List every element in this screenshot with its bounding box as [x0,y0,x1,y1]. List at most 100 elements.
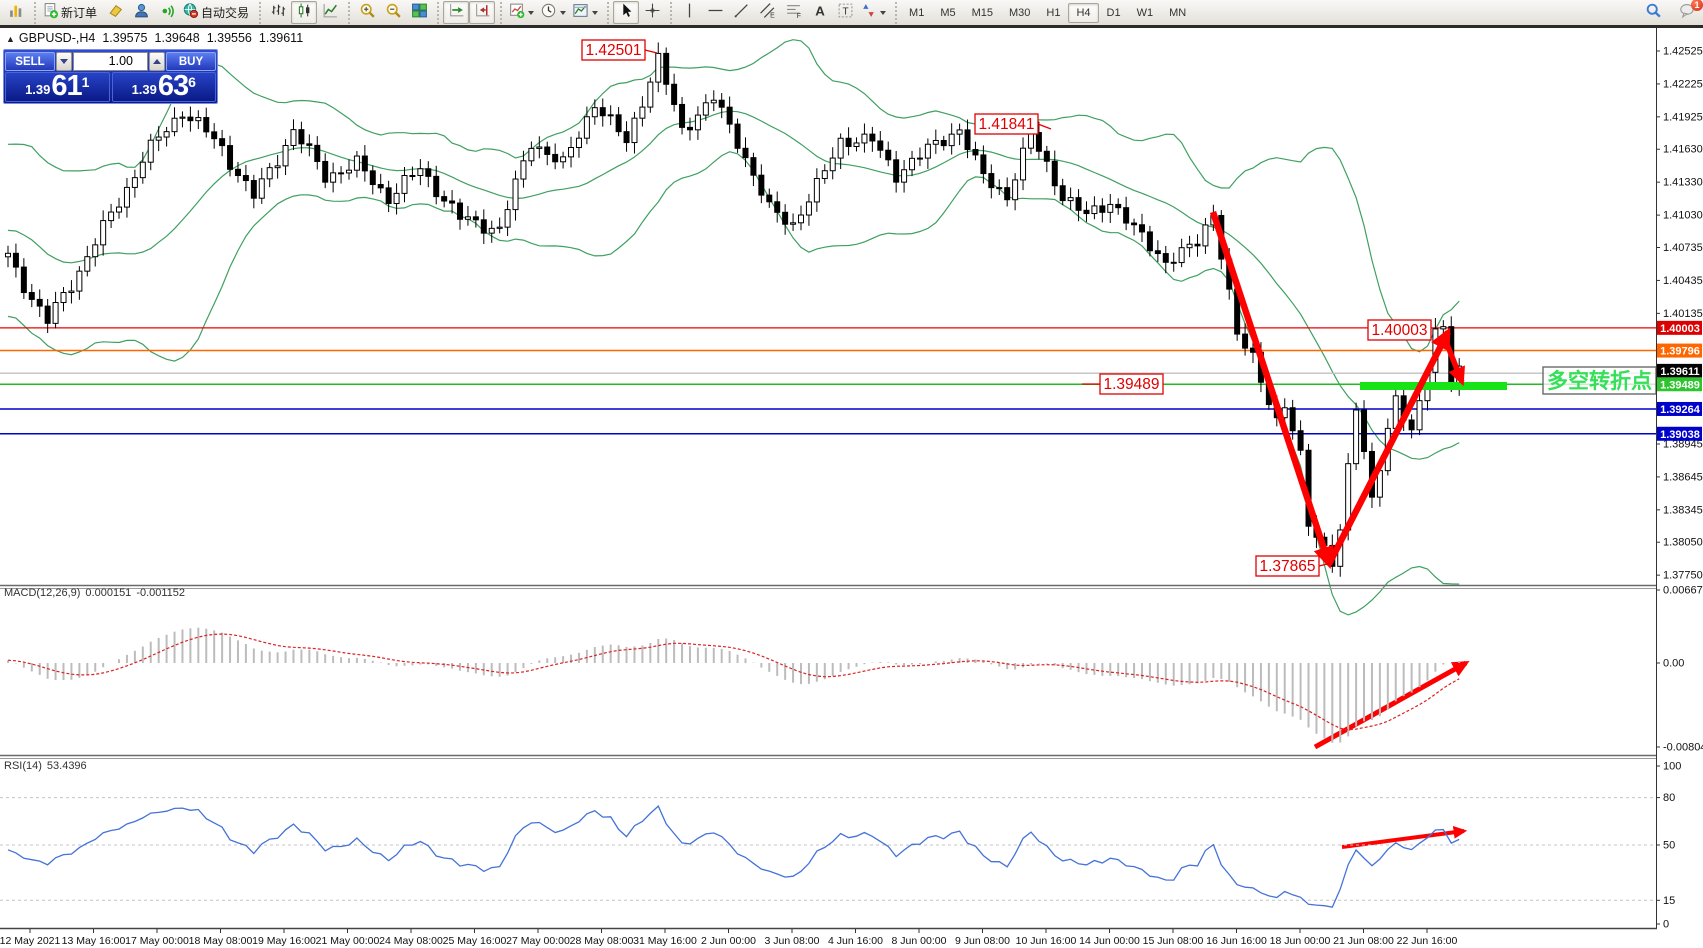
svg-text:18 Jun 00:00: 18 Jun 00:00 [1270,935,1331,947]
bull-bear-turning-point-note[interactable]: 多空转折点 [1542,366,1657,395]
auto-scroll-button[interactable] [443,1,470,24]
svg-text:1.37750: 1.37750 [1663,570,1703,582]
macd-label: MACD(12,26,9) 0.000151 -0.001152 [4,587,186,599]
chart-canvas[interactable]: 1.42501 1.41841 1.40003 1.39489 1.37865 多空转折点… [0,28,1703,948]
buy-price-display: 1.39 63 6 [111,72,216,102]
svg-text:100: 100 [1663,761,1681,773]
timeframe-W1[interactable]: W1 [1136,6,1154,19]
timeframe-M1[interactable]: M1 [909,6,925,19]
zoom-out-button[interactable] [380,1,406,24]
svg-text:15: 15 [1663,895,1675,907]
svg-text:1.42225: 1.42225 [1663,78,1703,90]
volume-decrease-button[interactable] [56,51,72,71]
svg-text:3 Jun 08:00: 3 Jun 08:00 [765,935,820,947]
svg-text:21 May 00:00: 21 May 00:00 [316,935,380,947]
bars-icon [270,2,287,24]
equidistant-channel-button[interactable]: E [754,1,780,24]
ohlc-high: 1.39648 [154,31,200,45]
candlestick-chart-button[interactable] [291,1,318,24]
zoomin-icon [359,2,376,24]
green-highlight-zone[interactable] [1360,382,1507,390]
timeframe-M5[interactable]: M5 [940,6,956,19]
text-label-button[interactable]: T [832,1,858,24]
svg-text:1.41630: 1.41630 [1663,144,1703,156]
svg-text:1.39611: 1.39611 [1660,366,1699,378]
timeframe-H4[interactable]: H4 [1068,2,1099,23]
new-order-button[interactable]: 新订单 [40,1,102,24]
svg-text:13 May 16:00: 13 May 16:00 [62,935,126,947]
crosshair-icon [644,2,661,24]
rsi-panel [0,797,1656,908]
horizontal-line-button[interactable] [702,1,728,24]
template-icon [572,2,589,24]
neworder-icon [42,2,59,24]
sell-price-prefix: 1.39 [25,82,51,97]
trend-arrows[interactable] [1209,210,1470,849]
price-annotations[interactable]: 1.42501 1.41841 1.40003 1.39489 1.37865 [581,39,1432,577]
time-scale[interactable]: 12 May 2021 13 May 16:00 17 May 00:00 18 Ma… [0,929,1458,947]
notifications-button[interactable]: 1 [1674,0,1703,24]
line-chart-button[interactable] [317,1,343,24]
chartshift-icon [474,2,491,24]
volume-input[interactable] [73,51,148,71]
svg-text:1.39264: 1.39264 [1660,404,1701,416]
svg-text:0.00: 0.00 [1663,658,1684,670]
cursor-button[interactable] [613,1,640,24]
svg-text:A: A [815,3,825,18]
broadcast-icon [159,2,176,24]
periods-button[interactable] [538,1,570,24]
one-click-trading-panel: SELL BUY 1.39 61 1 1.39 63 6 [3,49,218,104]
autotrade-button[interactable]: 自动交易 [180,1,254,24]
svg-text:15 Jun 08:00: 15 Jun 08:00 [1143,935,1204,947]
search-button[interactable] [1640,1,1666,24]
trend-icon [733,2,750,24]
svg-text:1.40135: 1.40135 [1663,308,1703,320]
svg-text:8 Jun 00:00: 8 Jun 00:00 [892,935,947,947]
toolbar-separator [31,1,38,24]
channel-icon: E [759,2,776,24]
eraser-icon [107,2,124,24]
trendline-button[interactable] [728,1,754,24]
timeframe-MN[interactable]: MN [1169,6,1187,19]
svg-text:1.40435: 1.40435 [1663,275,1703,287]
buy-button[interactable]: BUY [166,51,216,71]
timeframe-H1[interactable]: H1 [1046,6,1061,19]
svg-text:25 May 16:00: 25 May 16:00 [443,935,507,947]
volume-increase-button[interactable] [149,51,165,71]
fibonacci-button[interactable]: F [780,1,806,24]
price-scale[interactable]: 1.42525 1.42225 1.41925 1.41630 1.41330 1.410… [1656,28,1703,948]
svg-text:50: 50 [1663,840,1675,852]
eraser-button[interactable] [102,1,128,24]
tile-windows-button[interactable] [406,1,432,24]
svg-text:T: T [842,6,848,17]
profile-button[interactable] [128,1,154,24]
toolbar-separator [256,1,264,24]
svg-text:16 Jun 16:00: 16 Jun 16:00 [1206,935,1267,947]
crosshair-button[interactable] [639,1,665,24]
svg-text:28 May 08:00: 28 May 08:00 [570,935,634,947]
svg-text:1.38645: 1.38645 [1663,471,1703,483]
timeframe-M30[interactable]: M30 [1009,6,1031,19]
indicators-button[interactable] [506,1,538,24]
sell-button[interactable]: SELL [5,51,55,71]
autoscroll-icon [448,2,465,24]
fibo-icon: F [785,2,802,24]
broadcast-button[interactable] [154,1,180,24]
collapse-panel-arrow[interactable]: ▲ [6,34,15,44]
svg-text:19 May 16:00: 19 May 16:00 [252,935,316,947]
toolbar-separator [604,1,612,24]
svg-text:4 Jun 16:00: 4 Jun 16:00 [828,935,883,947]
svg-text:10 Jun 16:00: 10 Jun 16:00 [1016,935,1077,947]
bar-chart-button[interactable] [265,1,291,24]
timeframe-M15[interactable]: M15 [971,6,993,19]
triangle-up-icon [153,58,161,64]
templates-button[interactable] [570,1,602,24]
vertical-line-button[interactable] [676,1,702,24]
svg-text:1.42501: 1.42501 [585,42,641,59]
svg-text:1.41925: 1.41925 [1663,111,1703,123]
chart-shift-button[interactable] [469,1,496,24]
arrows-tool-button[interactable] [858,1,890,24]
text-button[interactable]: A [806,1,832,24]
timeframe-D1[interactable]: D1 [1106,6,1121,19]
zoom-in-button[interactable] [354,1,380,24]
